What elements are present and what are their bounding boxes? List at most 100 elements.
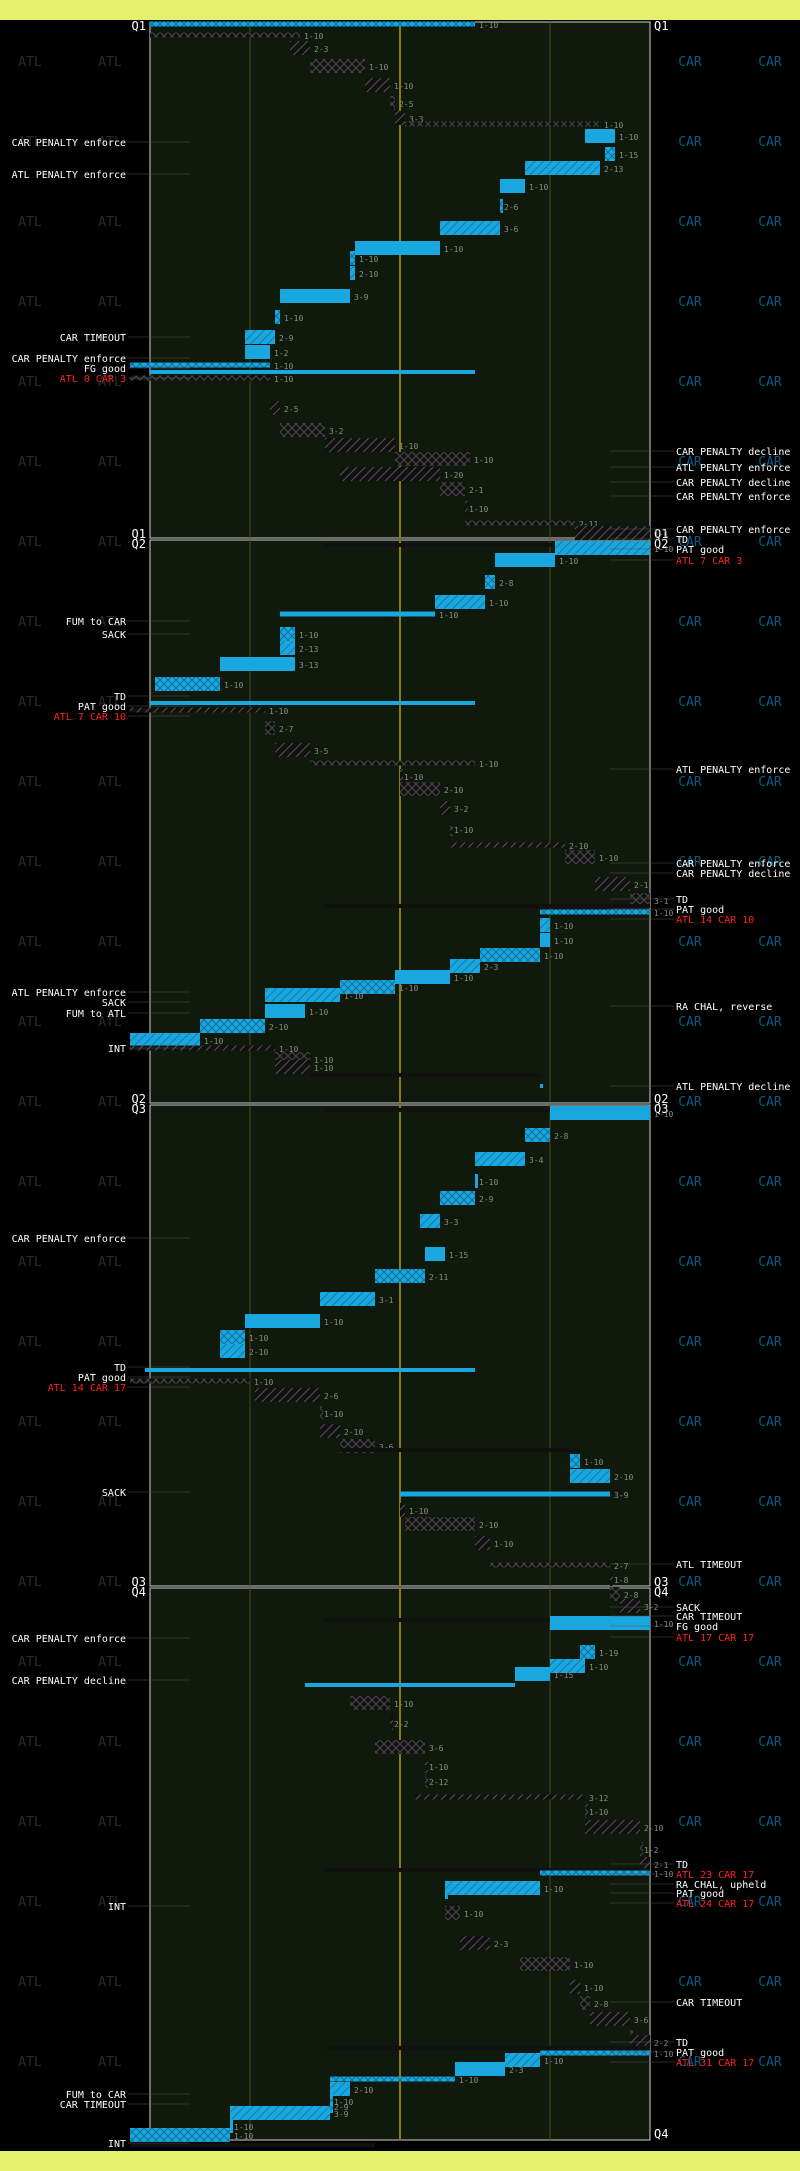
down-label: 3-6 [504,225,519,234]
watermark-atl: ATL [98,1335,122,1350]
down-label: 1-10 [394,82,413,91]
down-label: 1-10 [479,1178,498,1187]
watermark-atl: ATL [98,1895,122,1910]
event-label-left: FUM to CAR [66,617,127,628]
watermark-atl: ATL [18,1575,42,1590]
play-bar [230,2106,330,2120]
play-bar [550,1106,650,1120]
watermark-atl: ATL [98,455,122,470]
event-label-left: ATL 7 CAR 10 [54,712,126,723]
play-bar [265,1004,305,1018]
event-label-right: PAT good [676,2048,724,2059]
play-bar [485,575,495,589]
play-bar [465,520,575,526]
play-bar [200,1019,265,1033]
down-label: 1-10 [369,63,388,72]
play-bar [435,595,485,609]
watermark-car: CAR [678,295,702,310]
down-label: 1-10 [544,2057,563,2066]
quarter-label: Q1 [654,527,668,541]
watermark-atl: ATL [18,1335,42,1350]
down-label: 2-10 [269,1023,288,1032]
watermark-car: CAR [678,695,702,710]
watermark-car: CAR [678,55,702,70]
watermark-atl: ATL [18,295,42,310]
down-label: 2-5 [399,100,414,109]
watermark-atl: ATL [98,775,122,790]
quarter-label: Q3 [132,1575,146,1589]
play-bar [340,467,440,481]
watermark-car: CAR [758,1415,782,1430]
play-bar [525,1128,550,1142]
play-bar [460,1936,490,1950]
watermark-car: CAR [678,455,702,470]
quarter-label: Q2 [654,537,668,551]
play-bar [275,743,310,757]
play-bar [555,541,650,555]
play-bar [280,627,295,641]
down-label: 3-1 [379,1296,394,1305]
down-label: 1-10 [604,121,623,130]
down-label: 2-2 [654,2039,669,2048]
down-label: 3-3 [444,1218,459,1227]
watermark-car: CAR [678,775,702,790]
watermark-atl: ATL [98,855,122,870]
watermark-car: CAR [678,215,702,230]
bottom-band [0,2151,800,2171]
down-label: 1-10 [314,1064,333,1073]
watermark-atl: ATL [98,215,122,230]
down-label: 1-10 [599,854,618,863]
watermark-car: CAR [678,535,702,550]
down-label: 1-10 [334,2098,353,2107]
down-label: 3-2 [329,427,344,436]
down-label: 1-10 [589,1808,608,1817]
down-label: 1-2 [274,349,289,358]
play-bar [450,842,565,848]
down-label: 1-10 [544,1885,563,1894]
event-label-left: FUM to CAR [66,2090,127,2101]
event-label-right: PAT good [676,905,724,916]
watermark-atl: ATL [98,1175,122,1190]
watermark-car: CAR [678,1175,702,1190]
down-label: 2-8 [594,2000,609,2009]
down-label: 1-10 [359,255,378,264]
watermark-atl: ATL [18,1815,42,1830]
play-bar [395,452,470,466]
watermark-car: CAR [678,935,702,950]
down-label: 3-9 [334,2110,349,2119]
watermark-atl: ATL [98,1975,122,1990]
play-bar [130,1378,250,1384]
event-label-right: CAR TIMEOUT [676,1612,742,1623]
watermark-car: CAR [678,1495,702,1510]
event-label-left: INT [108,1902,126,1913]
watermark-car: CAR [758,455,782,470]
event-label-left: CAR TIMEOUT [60,333,126,344]
watermark-atl: ATL [18,1655,42,1670]
down-label: 3-13 [299,661,318,670]
play-bar [245,1314,320,1328]
down-label: 1-20 [444,471,463,480]
watermark-atl: ATL [18,775,42,790]
play-bar [275,310,280,324]
watermark-atl: ATL [98,935,122,950]
down-label: 1-10 [454,826,473,835]
event-label-right: ATL PENALTY decline [676,1082,790,1093]
watermark-car: CAR [758,1095,782,1110]
watermark-car: CAR [758,1255,782,1270]
play-line [325,543,650,547]
watermark-car: CAR [678,1095,702,1110]
play-bar [570,1454,580,1468]
play-line [325,2046,650,2050]
watermark-car: CAR [678,1815,702,1830]
watermark-atl: ATL [18,1735,42,1750]
play-bar [440,801,450,815]
watermark-car: CAR [758,695,782,710]
watermark-atl: ATL [98,2055,122,2070]
event-label-right: ATL PENALTY enforce [676,463,790,474]
play-bar [350,266,355,280]
event-label-left: PAT good [78,702,126,713]
event-label-left: ATL 14 CAR 17 [48,1383,126,1394]
watermark-atl: ATL [18,135,42,150]
event-label-right: ATL 24 CAR 17 [676,1899,754,1910]
play-bar [575,526,650,540]
